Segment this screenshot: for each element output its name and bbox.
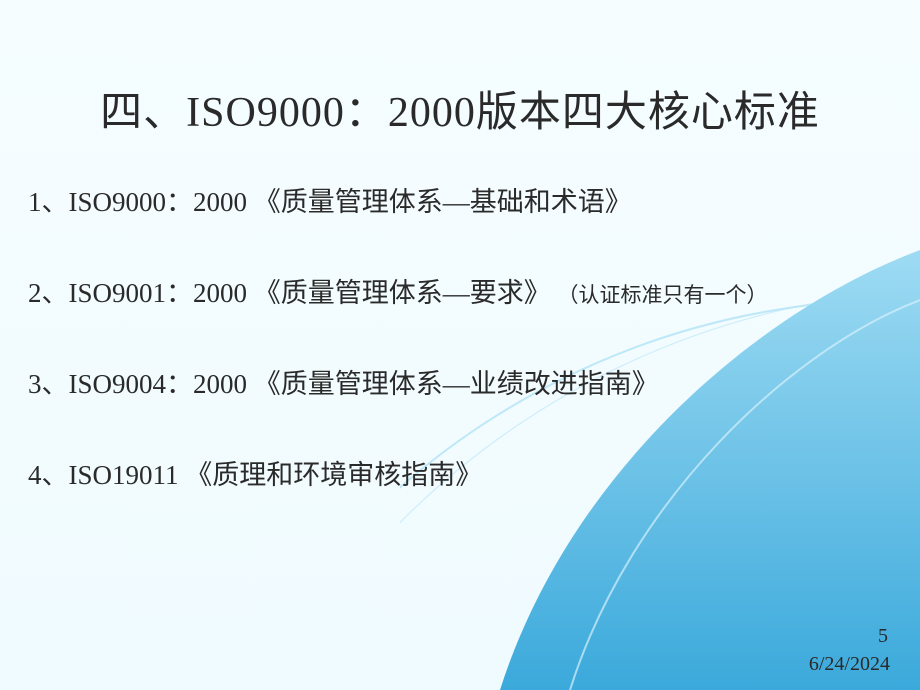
page-number: 5 bbox=[878, 625, 888, 648]
list-item: 3、ISO9004：2000 《质量管理体系—业绩改进指南》 bbox=[28, 367, 888, 402]
list-item: 1、ISO9000：2000 《质量管理体系—基础和术语》 bbox=[28, 185, 888, 220]
slide: 四、ISO9000：2000版本四大核心标准 1、ISO9000：2000 《质… bbox=[0, 0, 920, 690]
item-text: 2、ISO9001：2000 《质量管理体系—要求》 bbox=[28, 278, 558, 308]
item-text: 3、ISO9004：2000 《质量管理体系—业绩改进指南》 bbox=[28, 369, 659, 399]
item-note: （认证标准只有一个） bbox=[558, 283, 768, 307]
list-item: 4、ISO19011 《质理和环境审核指南》 bbox=[28, 458, 888, 493]
item-text: 4、ISO19011 《质理和环境审核指南》 bbox=[28, 460, 482, 490]
slide-title: 四、ISO9000：2000版本四大核心标准 bbox=[0, 78, 920, 139]
slide-date: 6/24/2024 bbox=[809, 653, 890, 676]
content-list: 1、ISO9000：2000 《质量管理体系—基础和术语》 2、ISO9001：… bbox=[28, 185, 888, 549]
list-item: 2、ISO9001：2000 《质量管理体系—要求》 （认证标准只有一个） bbox=[28, 276, 888, 311]
item-text: 1、ISO9000：2000 《质量管理体系—基础和术语》 bbox=[28, 187, 632, 217]
